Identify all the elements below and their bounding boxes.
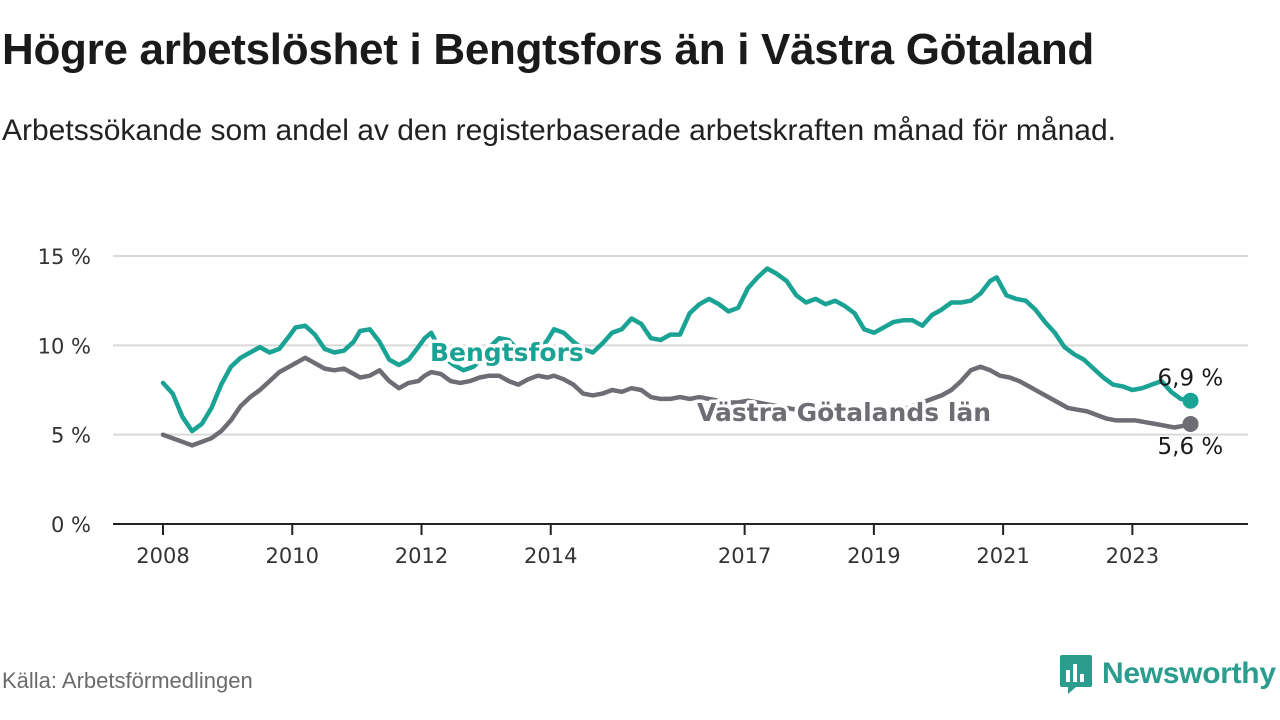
y-tick-label: 15 % (38, 245, 91, 269)
series-line-vastra-gotaland (160, 355, 1193, 448)
series-line-bengtsfors (160, 266, 1193, 434)
y-tick-label: 5 % (51, 424, 91, 448)
series-label-bengtsfors: Bengtsfors (430, 338, 584, 367)
y-tick-label: 10 % (38, 334, 91, 358)
x-tick-label: 2017 (718, 544, 771, 568)
x-tick-label: 2019 (847, 544, 900, 568)
chart-title: Högre arbetslöshet i Bengtsfors än i Väs… (2, 25, 1094, 74)
newsworthy-logo: Newsworthy (1058, 653, 1276, 695)
source-note: Källa: Arbetsförmedlingen (2, 668, 253, 693)
end-value-label-vastra-gotaland: 5,6 % (1158, 434, 1224, 460)
end-point-bengtsfors (1182, 392, 1199, 409)
y-tick-label: 0 % (51, 513, 91, 537)
line-chart: 0 % 5 % 10 % 15 % 2008 2010 2012 2014 2017 2019 20… (38, 245, 1248, 568)
x-tick-label: 2012 (395, 544, 448, 568)
brand-name: Newsworthy (1102, 657, 1276, 690)
line-layer (160, 266, 1199, 448)
x-tick-label: 2023 (1106, 544, 1159, 568)
chart-subtitle: Arbetssökande som andel av den registerb… (2, 114, 1116, 147)
x-tick-label: 2010 (266, 544, 319, 568)
label-layer: Bengtsfors Västra Götalands län 6,9 % 5,6 % (427, 335, 1224, 460)
end-value-label-bengtsfors: 6,9 % (1158, 366, 1224, 392)
grid-layer: 0 % 5 % 10 % 15 % 2008 2010 2012 2014 2017 2019 20… (38, 245, 1248, 568)
series-label-vastra-gotaland: Västra Götalands län (697, 398, 991, 427)
end-point-vastra-gotaland (1182, 415, 1199, 432)
x-tick-label: 2014 (524, 544, 577, 568)
x-tick-label: 2021 (976, 544, 1029, 568)
x-tick-label: 2008 (136, 544, 189, 568)
newsworthy-logo-icon (1060, 655, 1092, 694)
